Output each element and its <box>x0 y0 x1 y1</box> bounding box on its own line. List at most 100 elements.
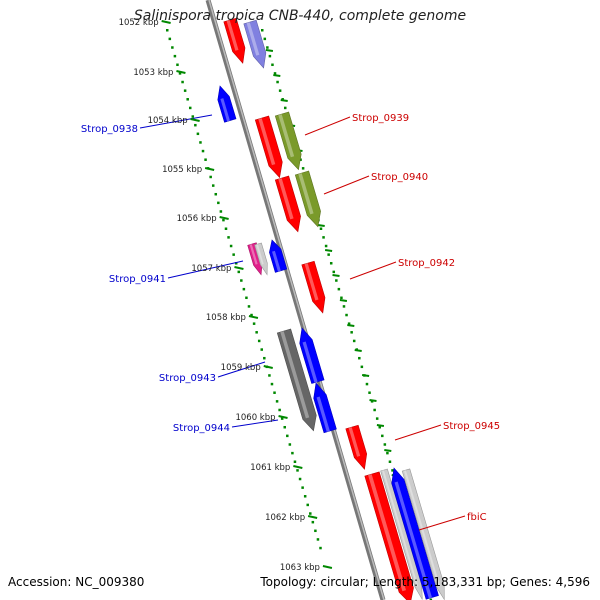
gene-arrow-highlight <box>302 341 318 383</box>
ruler-dot <box>204 158 207 161</box>
ruler-dot <box>224 227 228 230</box>
ruler-dot <box>181 80 184 84</box>
ruler-dot <box>166 29 169 32</box>
ruler-dot <box>301 486 304 489</box>
ruler-dot <box>296 469 299 472</box>
ruler-dot <box>322 236 325 239</box>
kbp-tick-label: 1057 kbp <box>191 264 231 274</box>
ruler-dot <box>383 443 387 446</box>
kbp-tick-label: 1061 kbp <box>250 463 290 473</box>
gene-arrow <box>276 328 317 432</box>
gene-label-leader <box>394 424 442 441</box>
ruler-dot <box>188 106 192 110</box>
ruler-dot <box>217 201 220 205</box>
gene-arrow-highlight <box>316 396 330 432</box>
right-ruler-tick <box>354 349 362 352</box>
ruler-dot <box>273 72 277 75</box>
ruler-dot <box>245 296 248 300</box>
ruler-dot <box>301 167 305 170</box>
kbp-tick-label: 1058 kbp <box>206 313 246 323</box>
gene-label: Strop_0938 <box>81 124 138 135</box>
ruler-dot <box>332 270 336 274</box>
gene-arrow-highlight <box>226 20 239 51</box>
ruler-dot <box>375 417 379 420</box>
gene-label: Strop_0940 <box>371 172 428 183</box>
ruler-dot <box>270 382 274 386</box>
ruler-dot <box>319 227 323 230</box>
gene-arrow-highlight <box>272 250 281 272</box>
gene-arrow <box>301 260 326 314</box>
gene-arrow <box>364 471 414 600</box>
gene-arrow-highlight <box>394 481 433 599</box>
gene-label: Strop_0942 <box>398 258 455 269</box>
gene-arrow <box>313 382 337 434</box>
ruler-dot <box>263 356 266 360</box>
gene-arrow-highlight <box>220 98 230 122</box>
gene-arrow-highlight <box>382 470 419 587</box>
ruler-dot <box>229 244 233 248</box>
ruler-dot <box>280 417 284 420</box>
gene-arrow <box>299 327 325 384</box>
ruler-dot <box>286 434 289 438</box>
ruler-dot <box>250 313 253 317</box>
ruler-dot <box>319 546 322 550</box>
ruler-dot <box>276 80 279 84</box>
gene-arrow <box>391 467 439 600</box>
right-ruler-tick <box>376 424 385 427</box>
ruler-dot <box>352 339 356 343</box>
ruler-dot <box>309 512 312 515</box>
gene-label: Strop_0943 <box>159 373 216 384</box>
ruler-dot <box>252 322 256 325</box>
gene-arrow <box>254 242 268 276</box>
ruler-dot <box>311 520 315 524</box>
genome-summary: Topology: circular; Length: 5,183,331 bp… <box>260 575 590 589</box>
ruler-dot <box>358 356 361 360</box>
ruler-dot <box>368 391 371 394</box>
right-ruler-tick <box>369 399 377 402</box>
gene-arrow <box>401 468 445 600</box>
gene-arrow <box>345 424 368 470</box>
ruler-dot <box>211 184 215 187</box>
gene-arrow-highlight <box>280 331 310 419</box>
ruler-dot <box>378 425 381 429</box>
ruler-dot <box>291 451 294 455</box>
ruler-dot <box>255 331 258 334</box>
ruler-dot <box>261 29 264 32</box>
ruler-dot <box>273 391 276 394</box>
ruler-dot <box>240 279 243 282</box>
ruler-dot <box>329 262 333 265</box>
ruler-dot <box>247 305 251 308</box>
right-ruler-tick <box>265 49 274 52</box>
ruler-dot <box>257 339 261 343</box>
gene-label-leader <box>304 116 351 136</box>
ruler-dot <box>186 98 189 101</box>
kbp-tick-label: 1060 kbp <box>235 413 275 423</box>
ruler-dot <box>299 158 302 161</box>
gene-arrow <box>254 115 283 179</box>
ruler-dot <box>266 46 269 49</box>
ruler-dot <box>306 503 309 507</box>
ruler-dot <box>347 322 351 325</box>
ruler-dot <box>176 63 179 67</box>
gene-label: Strop_0944 <box>173 423 230 434</box>
gene-arrow <box>294 170 321 228</box>
right-ruler-tick <box>361 374 370 377</box>
gene-arrow-highlight <box>246 22 260 56</box>
kbp-tick-mark <box>307 515 318 519</box>
accession-text: Accession: NC_009380 <box>8 575 145 589</box>
ruler-dot <box>350 331 353 334</box>
ruler-dot <box>293 460 297 464</box>
gene-label: Strop_0945 <box>443 421 500 432</box>
kbp-tick-label: 1059 kbp <box>221 363 261 373</box>
ruler-dot <box>278 408 281 412</box>
gene-arrow <box>380 468 423 600</box>
gene-arrow <box>269 239 288 273</box>
ruler-dot <box>219 210 223 213</box>
ruler-dot <box>327 253 330 256</box>
right-ruler-tick <box>324 249 333 252</box>
gene-arrow <box>274 175 301 233</box>
gene-arrow-highlight <box>403 470 441 587</box>
gene-arrow <box>274 111 302 171</box>
ruler-dot <box>183 89 187 92</box>
